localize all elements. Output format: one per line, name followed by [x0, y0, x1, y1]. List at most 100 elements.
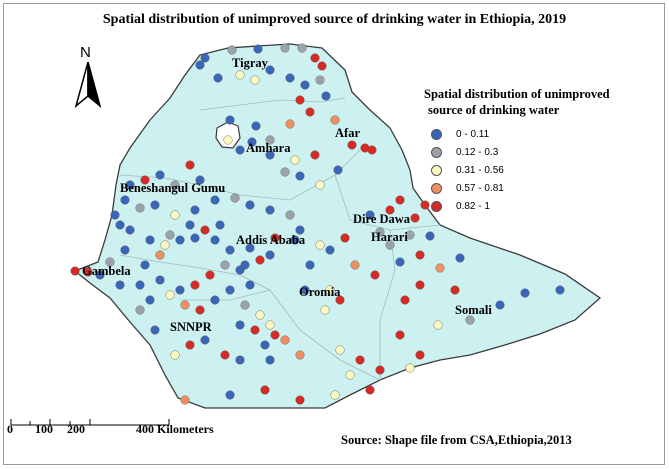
region-label-oromia: Oromia: [299, 285, 341, 299]
cluster-point: [235, 355, 245, 365]
cluster-point: [425, 231, 435, 241]
cluster-point: [290, 235, 300, 245]
cluster-point: [125, 225, 135, 235]
cluster-point: [175, 235, 185, 245]
cluster-point: [335, 295, 345, 305]
legend-title: Spatial distribution of unimproved sourc…: [424, 86, 644, 118]
cluster-point: [210, 295, 220, 305]
cluster-point: [317, 61, 327, 71]
cluster-point: [145, 235, 155, 245]
cluster-point: [415, 280, 425, 290]
cluster-point: [330, 115, 340, 125]
region-label-beneshangul: Beneshangul Gumu: [120, 181, 225, 195]
cluster-point: [290, 155, 300, 165]
legend-label: 0.12 - 0.3: [456, 146, 499, 158]
cluster-point: [253, 44, 263, 54]
cluster-point: [375, 365, 385, 375]
cluster-point: [280, 335, 290, 345]
cluster-point: [255, 255, 265, 265]
scale-bar: [10, 419, 170, 426]
cluster-point: [260, 385, 270, 395]
cluster-point: [160, 240, 170, 250]
cluster-point: [115, 220, 125, 230]
cluster-point: [170, 350, 180, 360]
cluster-point: [367, 145, 377, 155]
cluster-point: [435, 263, 445, 273]
map-frame: [3, 3, 665, 465]
cluster-point: [215, 220, 225, 230]
cluster-point: [150, 325, 160, 335]
cluster-point: [395, 257, 405, 267]
legend-swatch-0: [431, 128, 442, 140]
legend-title-line1: Spatial distribution of unimproved: [424, 87, 610, 101]
source-note: Source: Shape file from CSA,Ethiopia,201…: [341, 433, 572, 447]
region-label-harari: Harari: [371, 230, 408, 244]
region-boundaries: [119, 97, 441, 381]
cluster-point: [315, 180, 325, 190]
cluster-point: [135, 203, 145, 213]
cluster-point: [455, 253, 465, 263]
cluster-point: [225, 245, 235, 255]
legend-item: 0.82 - 1: [424, 197, 644, 215]
cluster-point: [295, 171, 305, 181]
region-label-snnpr: SNNPR: [170, 320, 213, 334]
cluster-point: [415, 250, 425, 260]
cluster-point: [245, 280, 255, 290]
legend-label: 0.57 - 0.81: [456, 182, 504, 194]
legend: Spatial distribution of unimproved sourc…: [424, 86, 644, 215]
cluster-point: [145, 295, 155, 305]
cluster-point: [385, 205, 395, 215]
legend-item: 0.57 - 0.81: [424, 179, 644, 197]
cluster-point: [150, 200, 160, 210]
cluster-point: [230, 193, 240, 203]
map-title: Spatial distribution of unimproved sourc…: [102, 12, 567, 27]
cluster-point: [70, 266, 80, 276]
cluster-point: [235, 70, 245, 80]
north-arrow-icon: [74, 62, 102, 108]
cluster-point: [165, 290, 175, 300]
cluster-point: [375, 227, 385, 237]
cluster-point: [235, 145, 245, 155]
cluster-point: [213, 73, 223, 83]
cluster-point: [405, 363, 415, 373]
cluster-point: [420, 200, 430, 210]
legend-swatch-1: [431, 146, 442, 158]
region-label-somali: Somali: [455, 303, 492, 317]
cluster-point: [265, 320, 275, 330]
region-label-gambela: Gambela: [82, 264, 131, 278]
cluster-point: [410, 213, 420, 223]
cluster-point: [190, 205, 200, 215]
cluster-point: [310, 53, 320, 63]
cluster-point: [350, 260, 360, 270]
cluster-point: [355, 355, 365, 365]
cluster-point: [285, 73, 295, 83]
cluster-point: [265, 135, 275, 145]
cluster-point: [195, 60, 205, 70]
cluster-point: [185, 160, 195, 170]
cluster-point: [223, 135, 233, 145]
cluster-point: [365, 210, 375, 220]
cluster-point: [190, 280, 200, 290]
cluster-point: [305, 260, 315, 270]
cluster-point: [333, 165, 343, 175]
cluster-point: [235, 320, 245, 330]
cluster-point: [300, 80, 310, 90]
cluster-point: [400, 295, 410, 305]
legend-label: 0.31 - 0.56: [456, 164, 504, 176]
cluster-point: [315, 240, 325, 250]
legend-title-line2: source of drinking water: [428, 103, 560, 117]
cluster-point: [110, 210, 120, 220]
cluster-point: [185, 340, 195, 350]
cluster-point: [255, 310, 265, 320]
scale-tick-label: 200: [67, 422, 85, 436]
cluster-point: [200, 225, 210, 235]
cluster-point: [340, 233, 350, 243]
cluster-point: [335, 345, 345, 355]
cluster-point: [555, 285, 565, 295]
cluster-point: [220, 260, 230, 270]
cluster-point: [465, 315, 475, 325]
cluster-point: [155, 275, 165, 285]
cluster-point: [385, 240, 395, 250]
cluster-point: [297, 43, 307, 53]
cluster-point: [285, 119, 295, 129]
